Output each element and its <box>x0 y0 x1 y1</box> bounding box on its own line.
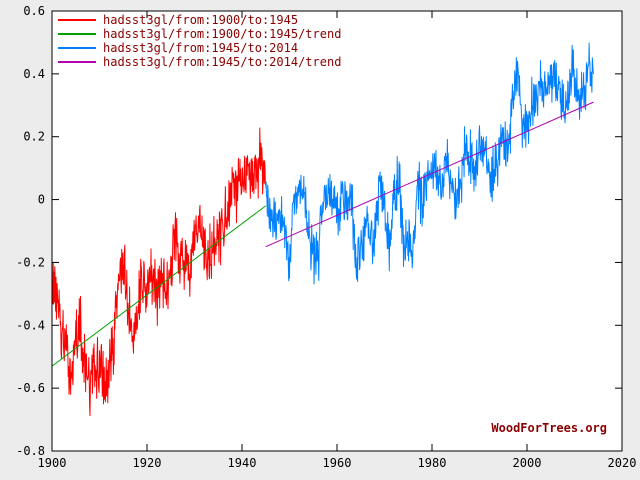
x-tick-label: 1980 <box>418 456 447 470</box>
legend-item: hadsst3gl/from:1900/to:1945 <box>58 13 341 27</box>
x-tick-label: 1900 <box>38 456 67 470</box>
trend-line <box>265 101 594 248</box>
x-tick-label: 2000 <box>513 456 542 470</box>
legend-label: hadsst3gl/from:1945/to:2014/trend <box>103 55 342 69</box>
legend-line-swatch <box>58 47 96 49</box>
legend-item: hadsst3gl/from:1945/to:2014 <box>58 41 341 55</box>
x-tick-label: 2020 <box>608 456 637 470</box>
legend-line-swatch <box>58 33 96 35</box>
legend-label: hadsst3gl/from:1945/to:2014 <box>103 41 299 55</box>
y-tick-label: -0.2 <box>16 255 45 269</box>
y-tick-label: 0 <box>38 193 45 207</box>
plot-background <box>52 11 622 451</box>
y-tick-label: 0.4 <box>23 67 45 81</box>
x-tick-label: 1940 <box>228 456 257 470</box>
legend: hadsst3gl/from:1900/to:1945 hadsst3gl/fr… <box>58 13 341 69</box>
y-tick-label: 0.2 <box>23 130 45 144</box>
legend-line-swatch <box>58 19 96 21</box>
y-tick-label: -0.6 <box>16 381 45 395</box>
legend-item: hadsst3gl/from:1900/to:1945/trend <box>58 27 341 41</box>
y-tick-label: -0.8 <box>16 444 45 458</box>
y-tick-label: -0.4 <box>16 318 45 332</box>
legend-label: hadsst3gl/from:1900/to:1945/trend <box>103 27 342 41</box>
legend-line-swatch <box>58 61 96 63</box>
series-line <box>51 127 267 417</box>
x-tick-label: 1960 <box>323 456 352 470</box>
x-tick-label: 1920 <box>133 456 162 470</box>
trend-line <box>51 205 267 367</box>
legend-item: hadsst3gl/from:1945/to:2014/trend <box>58 55 341 69</box>
y-tick-label: 0.6 <box>23 4 45 18</box>
watermark: WoodForTrees.org <box>491 421 607 435</box>
legend-label: hadsst3gl/from:1900/to:1945 <box>103 13 299 27</box>
series-line <box>265 42 594 285</box>
